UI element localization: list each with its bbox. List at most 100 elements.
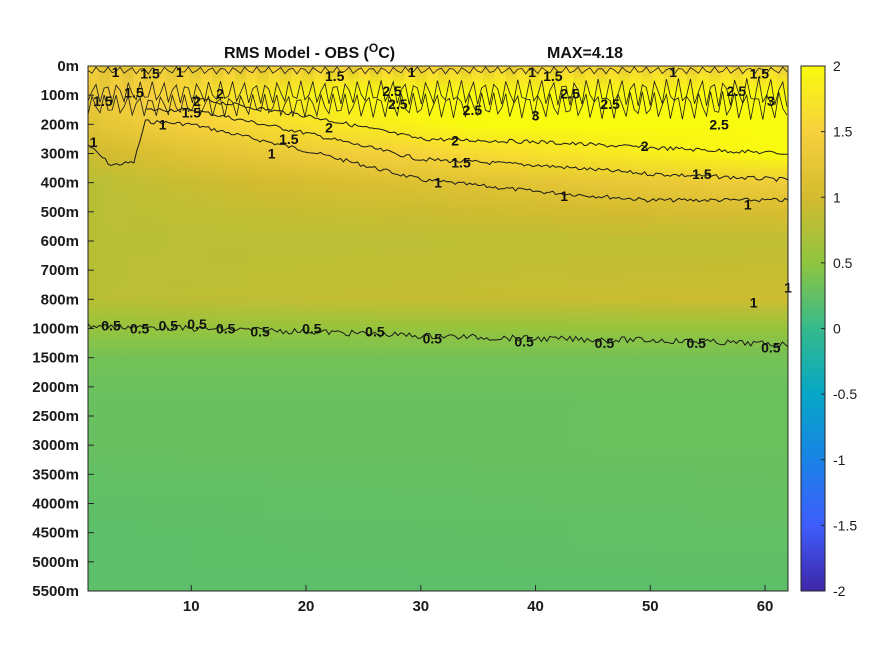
y-tick-label: 1000m — [32, 321, 79, 338]
field-strip — [178, 66, 191, 591]
field-strip — [415, 66, 428, 591]
field-strip — [517, 66, 529, 591]
contour-label: 1 — [669, 64, 677, 80]
contour-label: 2 — [325, 119, 333, 135]
colorbar-tick-label: -1 — [833, 452, 846, 468]
contour-line-surface — [88, 66, 788, 75]
contour-label: 1 — [560, 188, 568, 204]
x-tick-label: 20 — [298, 598, 315, 615]
field-strip — [110, 66, 123, 591]
field-strip — [675, 66, 687, 591]
contour-label: 1.5 — [325, 68, 345, 84]
x-tick-label: 30 — [412, 598, 429, 615]
y-tick-label: 700m — [41, 262, 79, 279]
contour-line-1-5 — [145, 107, 788, 183]
field-strip — [539, 66, 552, 591]
y-tick-label: 1500m — [32, 350, 79, 367]
field-strip — [528, 66, 541, 591]
field-strip — [742, 66, 755, 591]
field-strip — [347, 66, 360, 591]
field-strip — [381, 66, 394, 591]
colorbar-tick-label: 2 — [833, 58, 841, 74]
contour-label: 1.5 — [140, 65, 160, 81]
colorbar-tick-label: -1.5 — [833, 517, 857, 533]
colorbar — [800, 65, 826, 592]
contour-label: 1 — [408, 64, 416, 80]
field-strip — [404, 66, 417, 591]
contour-label: 2.5 — [560, 86, 580, 102]
field-strip — [483, 66, 496, 591]
contour-label: 3 — [767, 93, 775, 109]
field-strip — [189, 66, 202, 591]
contour-label: 2 — [216, 86, 224, 102]
contour-label: 1 — [159, 116, 167, 132]
y-tick-label: 800m — [41, 291, 79, 308]
contour-label: 2.5 — [388, 96, 408, 112]
field-strip — [313, 66, 326, 591]
contour-label: 1 — [176, 64, 184, 80]
contour-label: 1.5 — [750, 65, 770, 81]
y-tick-label: 400m — [41, 175, 79, 192]
field-strip — [652, 66, 665, 591]
contour-label: 2.5 — [463, 102, 483, 118]
x-tick-label: 10 — [183, 598, 200, 615]
max-label: MAX=4.18 — [547, 45, 623, 62]
field-strip — [686, 66, 699, 591]
contour-line-2 — [191, 96, 788, 155]
field-strip — [358, 66, 371, 591]
contour-label: 0.5 — [514, 334, 534, 350]
contour-line-surface — [88, 91, 788, 120]
field-strip — [471, 66, 484, 591]
contour-line-1 — [88, 119, 788, 203]
colorbar-tick-label: -0.5 — [833, 386, 857, 402]
field-strip — [776, 66, 788, 591]
field-strip — [494, 66, 507, 591]
y-tick-label: 5500m — [32, 583, 79, 600]
rms-field — [88, 66, 788, 591]
contour-label: 1.5 — [451, 154, 471, 170]
field-strip — [121, 66, 134, 591]
contour-line-surface — [88, 77, 788, 107]
field-strip — [392, 66, 405, 591]
chart-title: RMS Model - OBS (OC) — [224, 41, 395, 62]
contour-label: 1 — [744, 197, 752, 213]
colorbar-tick-label: 0.5 — [833, 255, 853, 271]
contour-label: 0.5 — [365, 323, 385, 339]
field-strip — [449, 66, 462, 591]
y-tick-label: 4500m — [32, 525, 79, 542]
contour-label: 3 — [532, 108, 540, 124]
contour-label: 2 — [451, 132, 459, 148]
contour-line-0-5 — [88, 323, 788, 348]
contour-label: 1.5 — [124, 84, 144, 100]
y-tick-label: 3000m — [32, 437, 79, 454]
contour-label: 0.5 — [159, 318, 179, 334]
contour-label: 2.5 — [709, 116, 729, 132]
field-strip — [133, 66, 146, 591]
y-tick-label: 3500m — [32, 466, 79, 483]
field-strip — [754, 66, 767, 591]
field-strip — [720, 66, 733, 591]
contour-label: 0.5 — [302, 321, 322, 337]
colorbar-tick-label: 1 — [833, 189, 841, 205]
field-strip — [438, 66, 450, 591]
field-strip — [257, 66, 270, 591]
colorbar-ticks: 2 1.5 1 0.5 0 -0.5 -1 -1.5 -2 — [821, 58, 857, 599]
contour-lines — [88, 66, 788, 348]
field-strip — [573, 66, 586, 591]
field-strip — [212, 66, 225, 591]
contour-label: 2.5 — [382, 83, 402, 99]
field-strip — [641, 66, 654, 591]
y-tick-label: 600m — [41, 233, 79, 250]
field-strip — [426, 66, 439, 591]
field-strip — [302, 66, 315, 591]
field-strip — [697, 66, 710, 591]
contour-label: 1.5 — [182, 105, 202, 121]
x-tick-label: 40 — [527, 598, 544, 615]
chart-title-superscript: O — [369, 41, 378, 55]
contour-label: 1.5 — [93, 93, 113, 109]
x-axis: 10 20 30 40 50 60 — [183, 585, 773, 615]
x-tick-label: 60 — [757, 598, 774, 615]
y-tick-label: 300m — [41, 146, 79, 163]
contour-label: 1 — [434, 175, 442, 191]
field-strip — [607, 66, 620, 591]
